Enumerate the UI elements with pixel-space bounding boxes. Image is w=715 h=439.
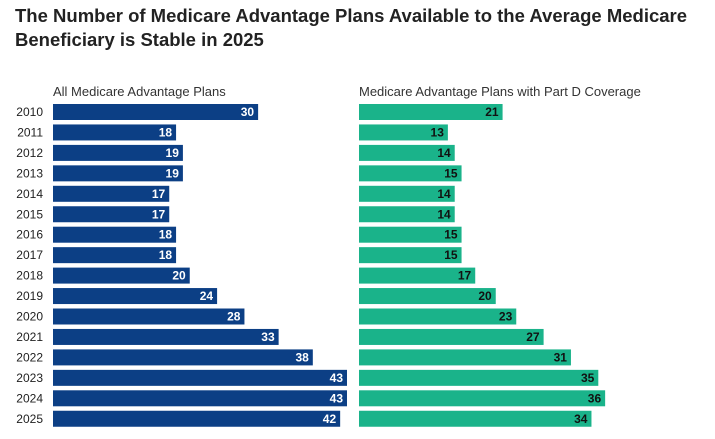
right-value-label-2021: 27 [526,330,540,344]
left-value-label-2013: 19 [166,166,180,180]
year-axis: 2010 2011 2012 2013 2014 2015 2016 2017 2018 2019… [16,105,43,426]
right-bar-2012 [359,144,455,161]
right-bar-2018 [359,267,476,284]
left-value-label-2010: 30 [241,105,255,119]
year-label-2016: 2016 [16,228,43,242]
right-value-label-2018: 17 [458,269,472,283]
right-value-label-2013: 15 [444,166,458,180]
right-value-label-2025: 34 [574,412,588,426]
right-bar-2016 [359,226,462,243]
right-bar-2024 [359,390,606,407]
left-value-label-2011: 18 [159,125,173,139]
right-bar-2013 [359,165,462,182]
right-value-label-2020: 23 [499,310,513,324]
year-label-2015: 2015 [16,207,43,221]
left-value-label-2022: 38 [295,350,309,364]
left-bar-2013 [53,165,183,182]
left-value-label-2016: 18 [159,228,173,242]
left-bar-2012 [53,144,183,161]
left-value-label-2012: 19 [166,146,180,160]
year-label-2025: 2025 [16,412,43,426]
year-label-2013: 2013 [16,166,43,180]
left-bar-2016 [53,226,177,243]
left-bar-2021 [53,328,279,345]
right-value-label-2014: 14 [437,187,451,201]
left-value-label-2024: 43 [330,391,344,405]
left-bar-2017 [53,247,177,264]
year-label-2019: 2019 [16,289,43,303]
left-bar-2019 [53,288,218,305]
year-label-2021: 2021 [16,330,43,344]
right-bar-2019 [359,288,496,305]
right-value-label-2012: 14 [437,146,451,160]
left-value-label-2019: 24 [200,289,214,303]
left-value-label-2020: 28 [227,310,241,324]
year-label-2023: 2023 [16,371,43,385]
left-bar-2014 [53,185,170,202]
right-bar-2025 [359,410,592,427]
left-bar-2010 [53,104,259,120]
right-value-label-2011: 13 [431,125,445,139]
left-bar-2011 [53,124,177,141]
year-label-2014: 2014 [16,187,43,201]
left-bar-2022 [53,349,313,366]
right-bar-2011 [359,124,448,141]
year-label-2017: 2017 [16,248,43,262]
chart-title: The Number of Medicare Advantage Plans A… [15,5,688,50]
right-bar-2022 [359,349,571,366]
year-label-2022: 2022 [16,350,43,364]
left-bar-2023 [53,369,347,386]
right-value-label-2019: 20 [478,289,492,303]
right-panel-title: Medicare Advantage Plans with Part D Cov… [359,84,641,99]
right-value-label-2024: 36 [588,391,602,405]
right-value-label-2022: 31 [554,350,568,364]
year-label-2020: 2020 [16,310,43,324]
year-label-2024: 2024 [16,391,43,405]
left-bar-2018 [53,267,190,284]
right-bar-2010 [359,104,503,120]
right-value-label-2023: 35 [581,371,595,385]
year-label-2010: 2010 [16,105,43,119]
left-panel-title: All Medicare Advantage Plans [53,84,226,99]
right-bar-2020 [359,308,517,325]
year-label-2011: 2011 [17,125,43,139]
left-value-label-2017: 18 [159,248,173,262]
left-bar-2015 [53,206,170,223]
left-value-label-2025: 42 [323,412,337,426]
right-value-label-2010: 21 [485,105,499,119]
right-bar-2017 [359,247,462,264]
left-value-label-2021: 33 [261,330,275,344]
right-bar-2023 [359,369,599,386]
left-bar-2020 [53,308,245,325]
right-bar-2014 [359,185,455,202]
year-label-2018: 2018 [16,269,43,283]
year-label-2012: 2012 [16,146,43,160]
right-bar-2021 [359,328,544,345]
left-bar-2024 [53,390,347,407]
left-value-label-2018: 20 [172,269,186,283]
right-value-label-2016: 15 [444,228,458,242]
left-value-label-2023: 43 [330,371,344,385]
left-value-label-2015: 17 [152,207,166,221]
right-value-label-2015: 14 [437,207,451,221]
left-value-label-2014: 17 [152,187,166,201]
left-bar-2025 [53,410,341,427]
right-bar-2015 [359,206,455,223]
right-value-label-2017: 15 [444,248,458,262]
